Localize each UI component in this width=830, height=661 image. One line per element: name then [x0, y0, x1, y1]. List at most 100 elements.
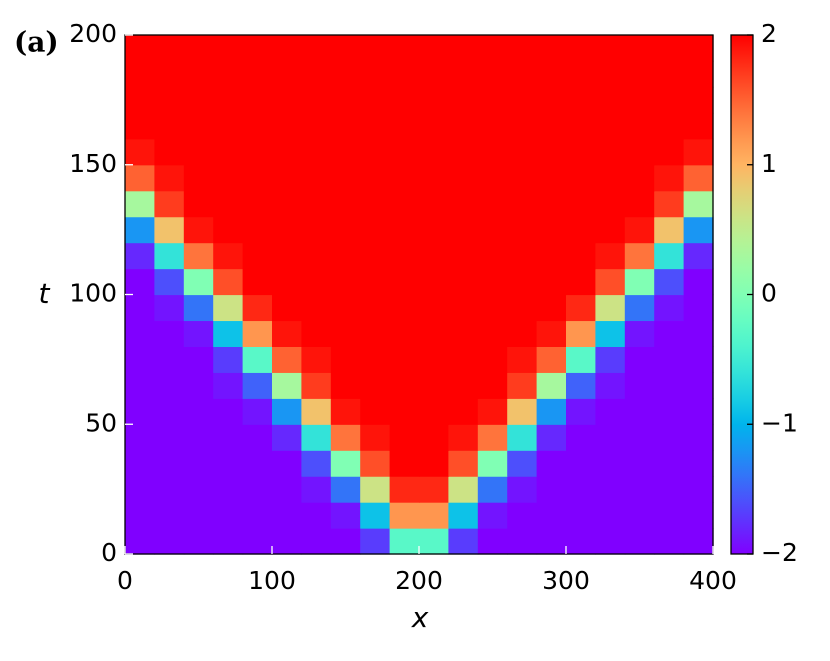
heatmap-cell [301, 86, 332, 114]
heatmap-cell [595, 398, 626, 425]
heatmap-cell [448, 60, 479, 88]
heatmap-cell [330, 528, 361, 555]
heatmap-cell [183, 398, 214, 425]
heatmap-cell [566, 60, 596, 88]
heatmap-cell [595, 190, 626, 218]
heatmap-cell [242, 398, 273, 425]
heatmap-cell [595, 424, 626, 451]
heatmap-cell [536, 528, 567, 555]
heatmap-cell [301, 476, 332, 503]
heatmap-cell [654, 242, 685, 270]
heatmap-cell [566, 268, 596, 296]
heatmap-cell [566, 424, 596, 451]
heatmap-cell [213, 476, 244, 503]
heatmap-cell [419, 216, 449, 244]
heatmap-cell [330, 398, 361, 425]
heatmap-cell [389, 502, 420, 529]
heatmap-cell [154, 190, 185, 218]
heatmap-cell [566, 372, 596, 399]
heatmap-cell [183, 450, 214, 477]
heatmap-cell [242, 320, 273, 347]
heatmap-cell [301, 502, 332, 529]
heatmap-cell [448, 112, 479, 140]
heatmap-cell [154, 86, 185, 114]
heatmap-cell [566, 502, 596, 529]
colorbar-tick-label: 2 [761, 19, 777, 48]
heatmap-cell [213, 268, 244, 296]
heatmap-cell [272, 346, 302, 373]
heatmap-cell [389, 450, 420, 477]
heatmap-cell [419, 450, 449, 477]
heatmap-cell [272, 190, 302, 218]
heatmap-cell [301, 60, 332, 88]
heatmap-cell [389, 190, 420, 218]
heatmap-cell [536, 346, 567, 373]
heatmap-cell [448, 164, 479, 192]
heatmap-cell [360, 35, 391, 62]
heatmap-cell [272, 502, 302, 529]
heatmap-cell [683, 268, 714, 296]
heatmap-cell [213, 424, 244, 451]
heatmap-cell [154, 372, 185, 399]
heatmap-cell [183, 35, 214, 62]
heatmap-cell [389, 346, 420, 373]
heatmap-cell [448, 502, 479, 529]
heatmap-cell [125, 242, 155, 270]
heatmap-cell [154, 450, 185, 477]
heatmap-cell [301, 450, 332, 477]
heatmap-cell [419, 528, 449, 555]
colorbar-tick-label: 0 [761, 279, 777, 308]
heatmap-cell [213, 450, 244, 477]
heatmap-cell [183, 242, 214, 270]
heatmap-cell [477, 398, 508, 425]
heatmap-cell [272, 86, 302, 114]
heatmap-cell [507, 112, 538, 140]
heatmap-cell [595, 138, 626, 166]
heatmap-cell [242, 476, 273, 503]
heatmap-cell [213, 294, 244, 322]
heatmap-cell [419, 164, 449, 192]
heatmap-cell [507, 35, 538, 62]
heatmap-cell [595, 242, 626, 270]
y-tick-label: 150 [69, 149, 117, 178]
heatmap-cell [419, 346, 449, 373]
heatmap-cell [154, 294, 185, 322]
heatmap-cell [360, 86, 391, 114]
heatmap-cell [624, 35, 655, 62]
heatmap-cell [213, 35, 244, 62]
heatmap-cell [566, 346, 596, 373]
heatmap-cell [595, 320, 626, 347]
heatmap-cell [566, 398, 596, 425]
heatmap-cell [213, 320, 244, 347]
colorbar-tick-label: 1 [761, 149, 777, 178]
heatmap-cell [536, 450, 567, 477]
heatmap-cell [654, 268, 685, 296]
heatmap-cell [566, 320, 596, 347]
heatmap-cell [154, 320, 185, 347]
heatmap-cell [125, 138, 155, 166]
heatmap-cell [536, 242, 567, 270]
heatmap-cell [624, 346, 655, 373]
heatmap-cell [683, 320, 714, 347]
heatmap-cell [125, 450, 155, 477]
heatmap-cell [536, 216, 567, 244]
y-tick-label: 100 [69, 279, 117, 308]
heatmap-cell [507, 242, 538, 270]
heatmap-cell [419, 294, 449, 322]
heatmap-cell [654, 190, 685, 218]
heatmap-cell [683, 242, 714, 270]
heatmap-cell [536, 35, 567, 62]
heatmap-cell [507, 294, 538, 322]
heatmap-cell [566, 242, 596, 270]
heatmap-cell [360, 502, 391, 529]
heatmap-cell [683, 216, 714, 244]
heatmap-cell [419, 476, 449, 503]
heatmap-cell [330, 138, 361, 166]
heatmap-cell [448, 242, 479, 270]
heatmap-cell [448, 372, 479, 399]
heatmap-cell [389, 398, 420, 425]
heatmap-cell [330, 86, 361, 114]
heatmap-cell [566, 528, 596, 555]
heatmap-cell [389, 86, 420, 114]
heatmap-cell [213, 216, 244, 244]
